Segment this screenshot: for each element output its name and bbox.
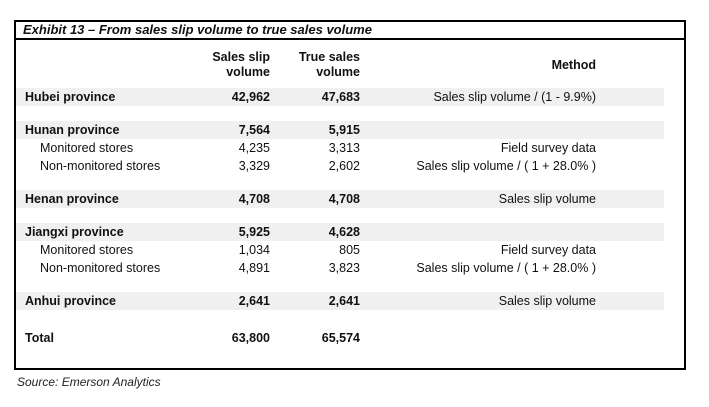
method-cell: Field survey data	[500, 141, 596, 155]
sales-slip-volume-cell: 4,891	[238, 261, 270, 275]
method-cell: Sales slip volume	[498, 192, 596, 206]
true-sales-volume-cell: 3,313	[328, 141, 360, 155]
exhibit-frame: Exhibit 13 – From sales slip volume to t…	[14, 20, 686, 370]
row-label-cell: Non-monitored stores	[40, 159, 161, 173]
table-row: Jiangxi province 5,925 4,628	[16, 223, 664, 241]
source-note: Source: Emerson Analytics	[17, 375, 161, 389]
sales-slip-volume-cell: 63,800	[231, 331, 270, 345]
sales-slip-volume-cell: 4,708	[238, 192, 270, 206]
table-row: Anhui province 2,641 2,641 Sales slip vo…	[16, 292, 664, 310]
table-body: Hubei province 42,962 47,683 Sales slip …	[16, 88, 684, 347]
table-row: Hunan province 7,564 5,915	[16, 121, 664, 139]
row-label-cell: Henan province	[25, 192, 119, 206]
row-spacer	[16, 208, 684, 223]
row-label-cell: Hunan province	[25, 123, 120, 137]
row-spacer	[16, 106, 684, 121]
method-cell	[360, 329, 596, 347]
table-row: Monitored stores 1,034 805 Field survey …	[16, 241, 664, 259]
table-row: Hubei province 42,962 47,683 Sales slip …	[16, 88, 664, 106]
table-row: Monitored stores 4,235 3,313 Field surve…	[16, 139, 664, 157]
header-method: Method	[551, 57, 596, 72]
table-row: Total 63,800 65,574	[16, 329, 664, 347]
true-sales-volume-cell: 65,574	[321, 331, 360, 345]
method-cell: Sales slip volume / (1 - 9.9%)	[433, 90, 596, 104]
true-sales-volume-cell: 4,708	[328, 192, 360, 206]
method-cell: Sales slip volume / ( 1 + 28.0% )	[416, 159, 596, 173]
sales-slip-volume-cell: 2,641	[238, 294, 270, 308]
method-cell: Sales slip volume / ( 1 + 28.0% )	[416, 261, 596, 275]
true-sales-volume-cell: 5,915	[328, 123, 360, 137]
true-sales-volume-cell: 4,628	[328, 225, 360, 239]
row-label-cell: Monitored stores	[40, 243, 134, 257]
sales-slip-volume-cell: 7,564	[238, 123, 270, 137]
true-sales-volume-cell: 47,683	[321, 90, 360, 104]
header-sales-slip-volume: Sales slip volume	[212, 50, 270, 79]
table-row: Non-monitored stores 3,329 2,602 Sales s…	[16, 157, 664, 175]
sales-slip-volume-cell: 4,235	[238, 141, 270, 155]
table-header-row: Sales slip volume True sales volume Meth…	[16, 48, 684, 82]
sales-slip-volume-cell: 5,925	[238, 225, 270, 239]
true-sales-volume-cell: 2,641	[328, 294, 360, 308]
row-spacer	[16, 277, 684, 292]
sales-slip-volume-cell: 3,329	[238, 159, 270, 173]
row-label-cell: Hubei province	[25, 90, 116, 104]
method-cell: Field survey data	[500, 243, 596, 257]
table-row: Henan province 4,708 4,708 Sales slip vo…	[16, 190, 664, 208]
row-spacer	[16, 175, 684, 190]
true-sales-volume-cell: 805	[339, 243, 360, 257]
method-cell	[360, 223, 596, 241]
table-row: Non-monitored stores 4,891 3,823 Sales s…	[16, 259, 664, 277]
row-label-cell: Non-monitored stores	[40, 261, 161, 275]
row-spacer	[16, 310, 684, 325]
true-sales-volume-cell: 2,602	[328, 159, 360, 173]
row-label-cell: Monitored stores	[40, 141, 134, 155]
method-cell: Sales slip volume	[498, 294, 596, 308]
sales-slip-volume-cell: 42,962	[231, 90, 270, 104]
sales-slip-volume-cell: 1,034	[238, 243, 270, 257]
header-true-sales-volume: True sales volume	[298, 50, 360, 79]
exhibit-title: Exhibit 13 – From sales slip volume to t…	[16, 22, 684, 40]
method-cell	[360, 121, 596, 139]
true-sales-volume-cell: 3,823	[328, 261, 360, 275]
row-label-cell: Jiangxi province	[25, 225, 124, 239]
row-label-cell: Total	[25, 331, 54, 345]
row-label-cell: Anhui province	[25, 294, 116, 308]
